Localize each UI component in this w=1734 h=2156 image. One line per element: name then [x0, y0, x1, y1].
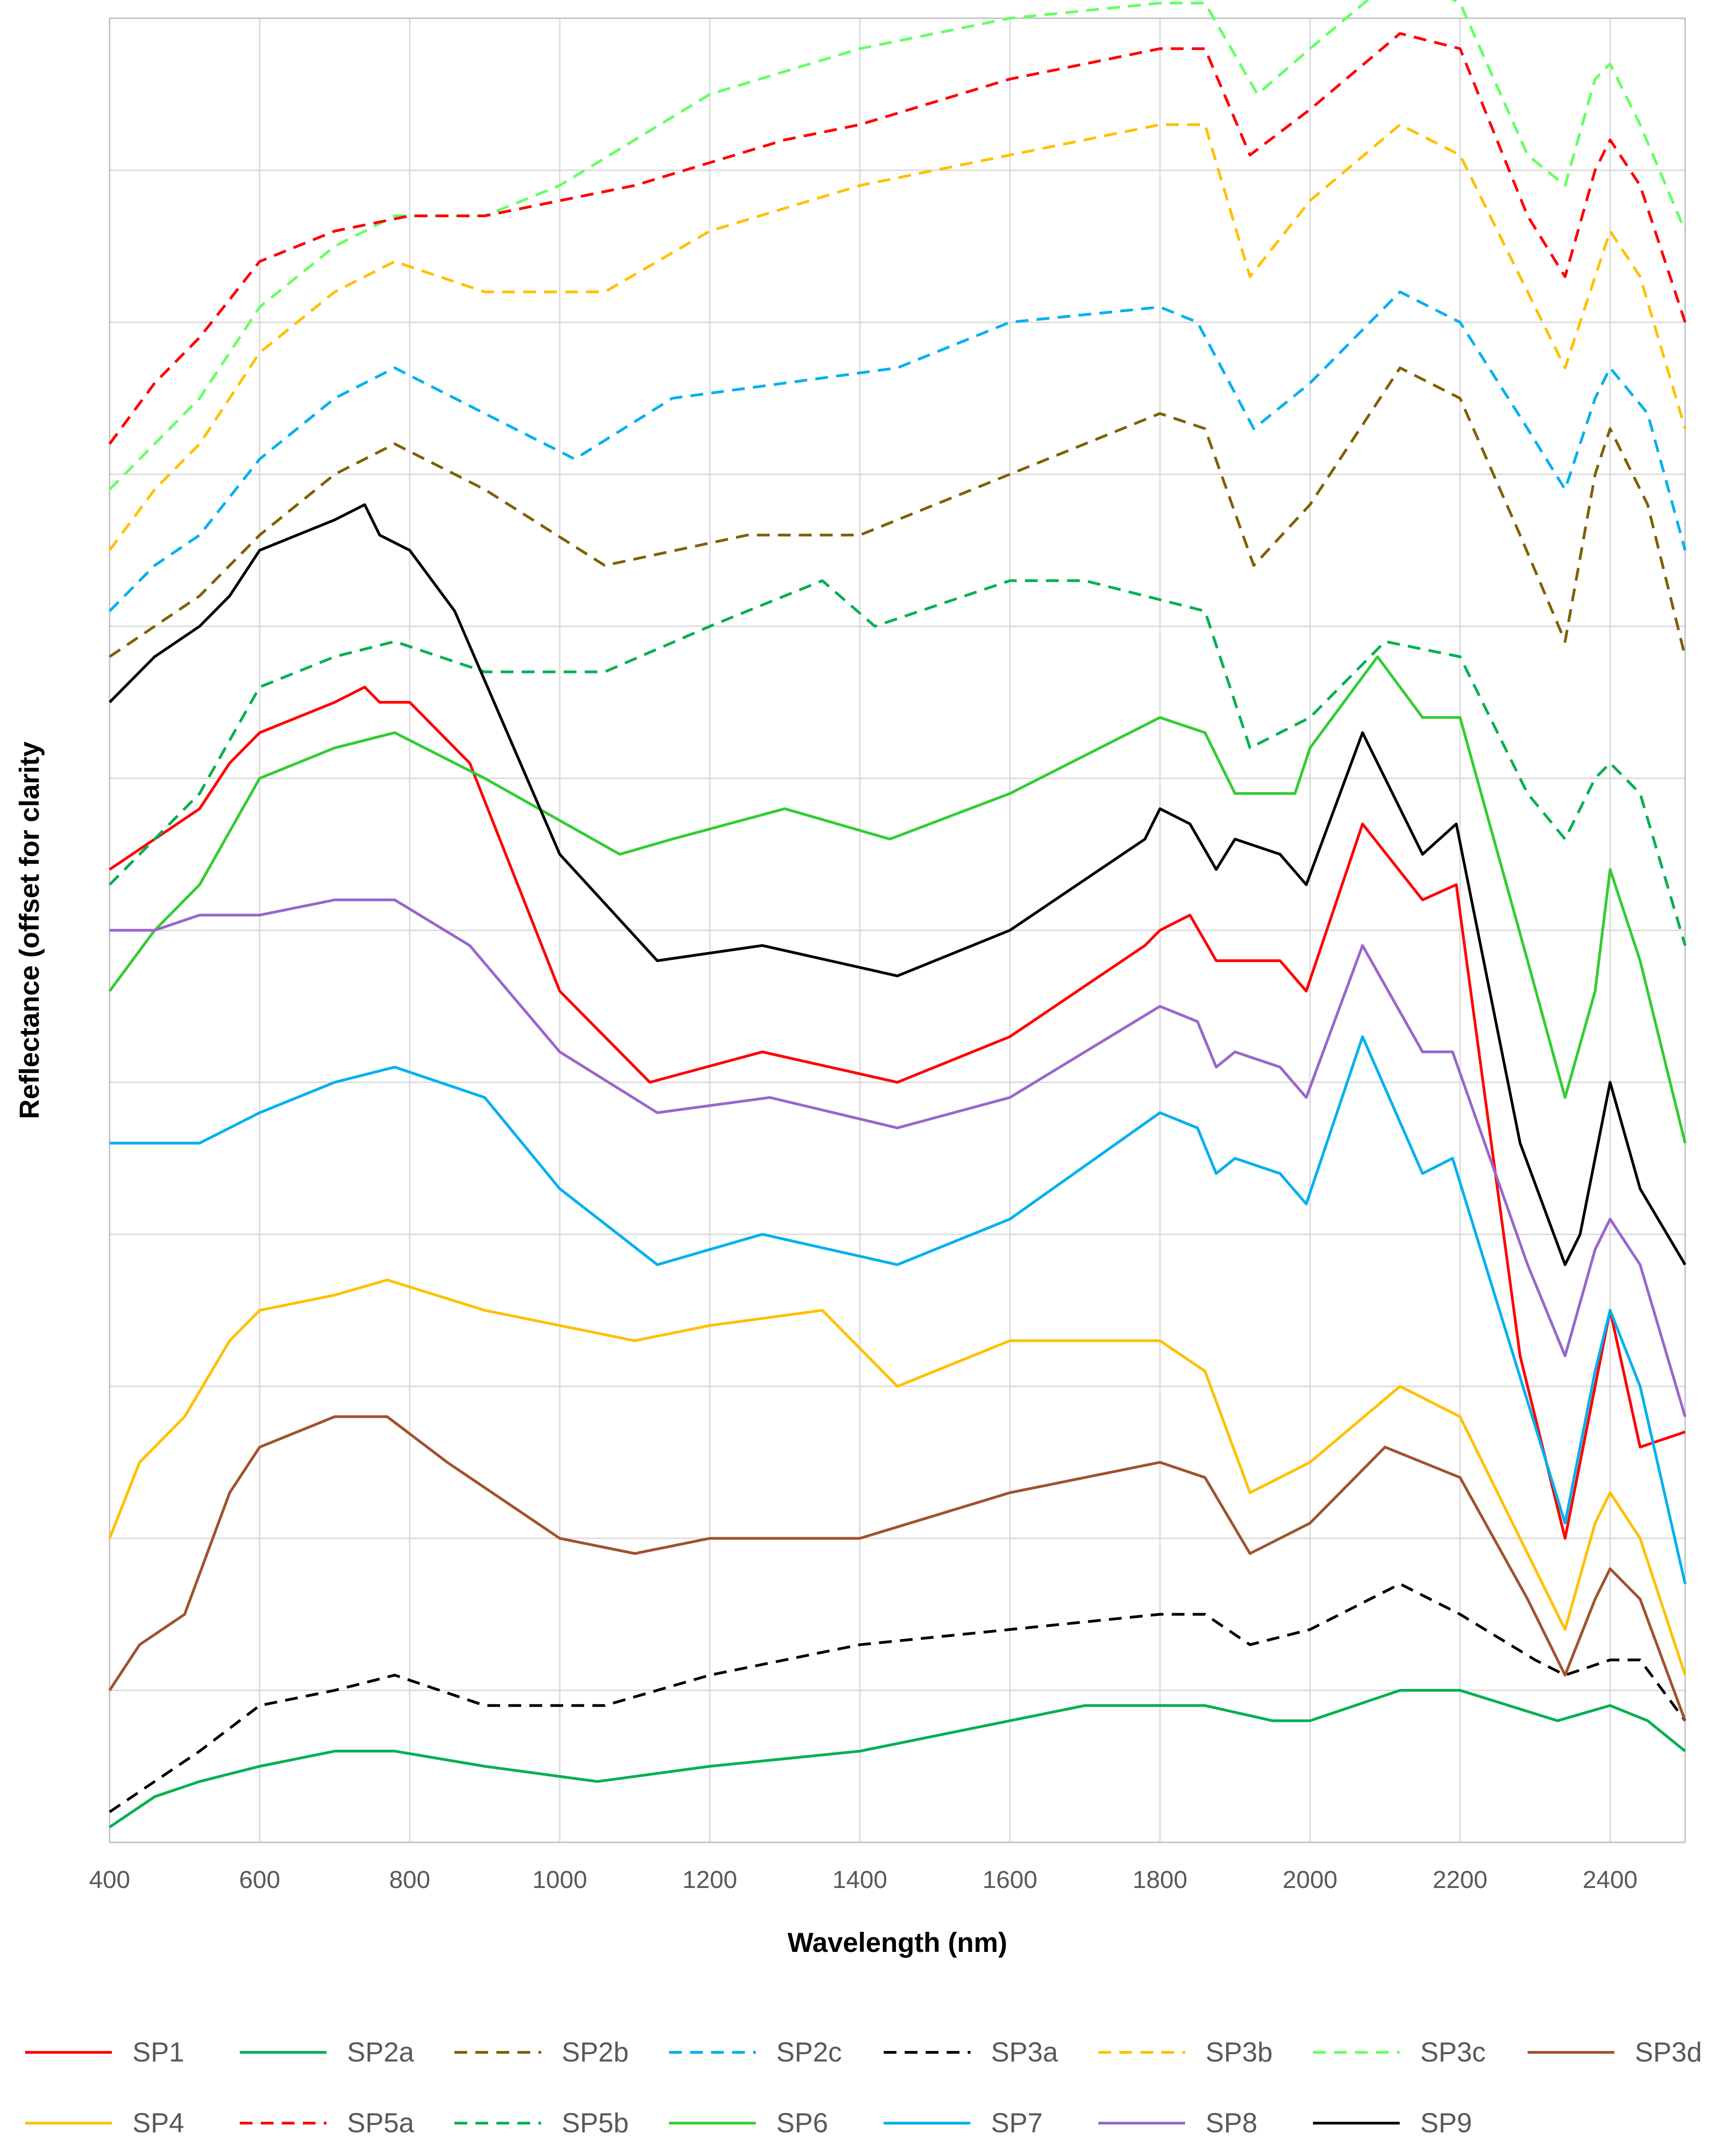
series-sp4-line — [108, 1278, 1687, 1676]
legend-label: SP2b — [562, 2037, 629, 2067]
x-tick-labels: 400 600 800 1000 1200 1400 1600 1800 2000 2200 240… — [89, 1866, 1638, 1893]
series-sp5a-line — [108, 32, 1687, 445]
x-tick-label: 600 — [239, 1866, 280, 1893]
x-tick-label: 1800 — [1133, 1866, 1187, 1893]
x-axis-title: Wavelength (nm) — [787, 1927, 1007, 1958]
legend-item-sp7: SP7 — [884, 2108, 1043, 2138]
series-sp8-line — [110, 898, 1687, 1417]
series-sp3c-line — [108, 0, 1687, 491]
series-sp2a-line — [109, 1689, 1686, 1829]
legend-label: SP6 — [776, 2108, 828, 2138]
y-axis-title: Reflectance (offset for clarity — [14, 741, 45, 1119]
series-sp3a-line — [109, 1583, 1687, 1813]
series-sp2b-line — [109, 366, 1687, 658]
x-tick-label: 400 — [89, 1866, 130, 1893]
x-tick-label: 800 — [389, 1866, 430, 1893]
legend-label: SP9 — [1420, 2108, 1472, 2138]
legend-item-sp9: SP9 — [1313, 2108, 1472, 2138]
legend-label: SP8 — [1206, 2108, 1257, 2138]
legend-label: SP2a — [347, 2037, 414, 2067]
legend-item-sp3b: SP3b — [1098, 2037, 1273, 2067]
legend-item-sp3a: SP3a — [884, 2037, 1058, 2067]
legend-label: SP3c — [1420, 2037, 1486, 2067]
legend-item-sp8: SP8 — [1098, 2108, 1257, 2138]
series-sp6-line — [108, 655, 1687, 1144]
legend-label: SP3d — [1635, 2037, 1702, 2067]
legend-label: SP3b — [1206, 2037, 1273, 2067]
series-layer — [108, 0, 1687, 1829]
legend-item-sp5a: SP5a — [240, 2108, 414, 2138]
legend-item-sp1: SP1 — [25, 2037, 184, 2067]
series-sp3d-line — [108, 1415, 1687, 1721]
legend-item-sp5b: SP5b — [454, 2108, 629, 2138]
x-tick-label: 1400 — [833, 1866, 887, 1893]
x-tick-label: 2200 — [1433, 1866, 1487, 1893]
series-sp2c-line — [108, 290, 1687, 612]
series-sp5b-line — [108, 579, 1687, 946]
legend-item-sp6: SP6 — [669, 2108, 828, 2138]
legend: SP1 SP2a SP2b SP2c SP3a SP3b SP3c SP3d SP4 SP5a SP… — [25, 2037, 1702, 2138]
legend-item-sp3d: SP3d — [1528, 2037, 1702, 2067]
x-tick-label: 1200 — [682, 1866, 737, 1893]
legend-item-sp2b: SP2b — [454, 2037, 629, 2067]
legend-item-sp3c: SP3c — [1313, 2037, 1486, 2067]
series-sp1-line — [109, 685, 1686, 1540]
x-tick-label: 2000 — [1283, 1866, 1338, 1893]
legend-label: SP4 — [132, 2108, 184, 2138]
x-tick-label: 1000 — [532, 1866, 587, 1893]
legend-label: SP1 — [132, 2037, 184, 2067]
legend-label: SP5b — [562, 2108, 629, 2138]
legend-label: SP3a — [991, 2037, 1058, 2067]
x-tick-label: 2400 — [1583, 1866, 1638, 1893]
legend-label: SP5a — [347, 2108, 414, 2138]
legend-label: SP7 — [991, 2108, 1043, 2138]
legend-item-sp4: SP4 — [25, 2108, 184, 2138]
legend-item-sp2a: SP2a — [240, 2037, 414, 2067]
series-sp9-line — [108, 503, 1687, 1266]
legend-item-sp2c: SP2c — [669, 2037, 842, 2067]
series-sp7-line — [110, 1035, 1687, 1584]
legend-label: SP2c — [776, 2037, 842, 2067]
x-tick-label: 1600 — [982, 1866, 1037, 1893]
